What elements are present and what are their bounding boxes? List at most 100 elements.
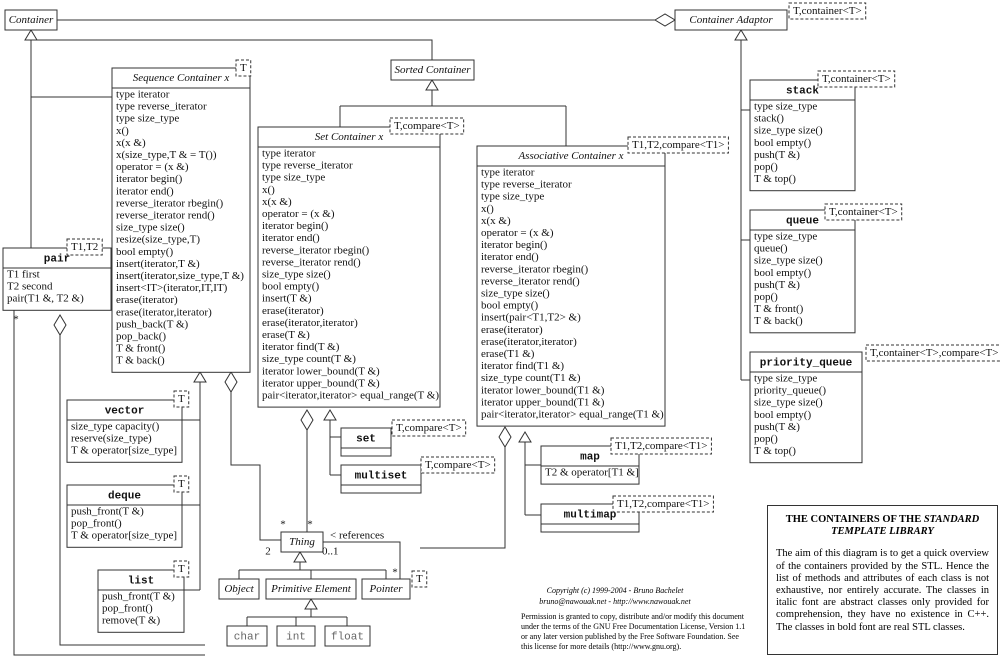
title-italic: STANDARD TEMPLATE LIBRARY	[831, 514, 980, 538]
class-member: pop_front()	[102, 603, 153, 615]
template-box	[66, 238, 103, 256]
class-member: insert(iterator,T &)	[116, 258, 200, 270]
edge	[420, 447, 506, 549]
permission: Permission is granted to copy, distribut…	[521, 612, 781, 652]
template-box	[610, 437, 712, 455]
class-member: reserve(size_type)	[71, 433, 152, 445]
class-name: list	[128, 575, 154, 587]
title-plain: THE CONTAINERS OF THE	[785, 514, 922, 525]
generalization-arrow	[425, 79, 439, 91]
class-member: push_front(T &)	[71, 506, 144, 518]
class-member: size_type count(T &)	[262, 353, 356, 365]
class-member: size_type size()	[262, 269, 331, 281]
class-name: map	[580, 451, 600, 463]
class-member: x()	[481, 203, 494, 215]
class-member: bool empty()	[754, 267, 811, 279]
class-name: multimap	[564, 509, 617, 521]
class-member: iterator end()	[262, 232, 320, 244]
class-member: type iterator	[262, 148, 316, 160]
class-name: int	[286, 631, 306, 643]
class-name: multiset	[355, 470, 408, 482]
class-member: T & back()	[116, 355, 165, 367]
aggregation-diamond	[300, 409, 314, 431]
class-member: pair<iterator,iterator> equal_range(T1 &…	[481, 409, 664, 421]
aggregation-diamond	[224, 371, 238, 393]
aggregation-diamond	[498, 426, 512, 448]
contact: bruno@nawouak.net - http://www.nawouak.n…	[539, 597, 691, 606]
class-member: x()	[116, 125, 129, 137]
class-member: erase(iterator)	[262, 305, 324, 317]
class-name: Pointer	[369, 583, 404, 595]
class-member: bool empty()	[262, 281, 319, 293]
class-member: push_back(T &)	[116, 318, 189, 330]
template-param: T,container<T>	[793, 5, 862, 17]
aggregation-diamond	[654, 13, 676, 27]
class-member: remove(T &)	[102, 615, 160, 627]
template-param: T	[240, 62, 247, 74]
class-member: pop_back()	[116, 331, 166, 343]
class-box	[276, 625, 316, 647]
edge	[230, 392, 281, 541]
template-param: T1,T2	[71, 241, 98, 253]
class-name: float	[331, 631, 364, 643]
class-member: iterator lower_bound(T &)	[262, 365, 380, 377]
edge	[13, 310, 205, 656]
template-param: T,container<T>	[829, 206, 898, 218]
credits: Copyright (c) 1999-2004 - Bruno Bachelet…	[515, 585, 715, 607]
class-name: queue	[786, 215, 819, 227]
class-member: pair(T1 &, T2 &)	[7, 293, 84, 305]
class-box	[361, 578, 411, 600]
edge-label: *	[13, 314, 19, 326]
info-body: The aim of this diagram is to get a quic…	[776, 548, 989, 633]
generalization-arrow	[518, 431, 532, 443]
template-param: T,compare<T>	[394, 120, 460, 132]
class-name: Container Adaptor	[689, 14, 773, 26]
class-member: pop_front()	[71, 518, 122, 530]
class-member: push(T &)	[754, 149, 800, 161]
class-member: T & front()	[116, 343, 166, 355]
class-member: reverse_iterator rend()	[262, 256, 361, 268]
class-member: reverse_iterator rbegin()	[116, 197, 224, 209]
class-member: insert(pair<T1,T2> &)	[481, 312, 581, 324]
class-box	[218, 578, 260, 600]
class-member: T & top()	[754, 173, 796, 185]
class-member: bool empty()	[754, 409, 811, 421]
class-box	[265, 578, 357, 600]
class-box	[2, 247, 112, 311]
class-member: insert<IT>(iterator,IT,IT)	[116, 282, 228, 294]
class-name: Primitive Element	[270, 583, 352, 595]
class-member: pair<iterator,iterator> equal_range(T &)	[262, 390, 439, 402]
template-box	[235, 59, 252, 77]
edge	[59, 335, 205, 646]
class-member: reverse_iterator rend()	[116, 210, 215, 222]
info-box: THE CONTAINERS OF THE STANDARD TEMPLATE …	[767, 505, 998, 655]
class-box	[97, 569, 185, 633]
class-box	[674, 9, 788, 31]
class-member: iterator begin()	[481, 239, 548, 251]
class-member: iterator lower_bound(T1 &)	[481, 384, 605, 396]
class-member: erase(iterator,iterator)	[481, 336, 577, 348]
class-member: T & operator[size_type]	[71, 530, 177, 542]
class-member: iterator upper_bound(T1 &)	[481, 396, 605, 408]
template-param: T,container<T>	[822, 73, 891, 85]
class-name: stack	[786, 85, 819, 97]
class-member: type reverse_iterator	[116, 101, 207, 113]
template-box	[389, 117, 465, 135]
class-name: vector	[105, 405, 145, 417]
class-member: T1 first	[7, 269, 40, 281]
class-member: size_type capacity()	[71, 421, 160, 433]
class-member: iterator end()	[116, 185, 174, 197]
class-member: pop()	[754, 161, 778, 173]
class-member: insert(iterator,size_type,T &)	[116, 270, 244, 282]
class-member: iterator end()	[481, 251, 539, 263]
class-box	[257, 126, 441, 408]
edge-label: *	[392, 567, 398, 579]
class-member: x(x &)	[481, 215, 511, 227]
class-member: bool empty()	[481, 300, 538, 312]
template-param: T1,T2,compare<T1>	[615, 440, 707, 452]
edge-label: *	[280, 519, 286, 531]
class-name: Thing	[289, 536, 315, 548]
class-member: erase(iterator,iterator)	[262, 317, 358, 329]
template-param: T1,T2,compare<T1>	[617, 498, 709, 510]
